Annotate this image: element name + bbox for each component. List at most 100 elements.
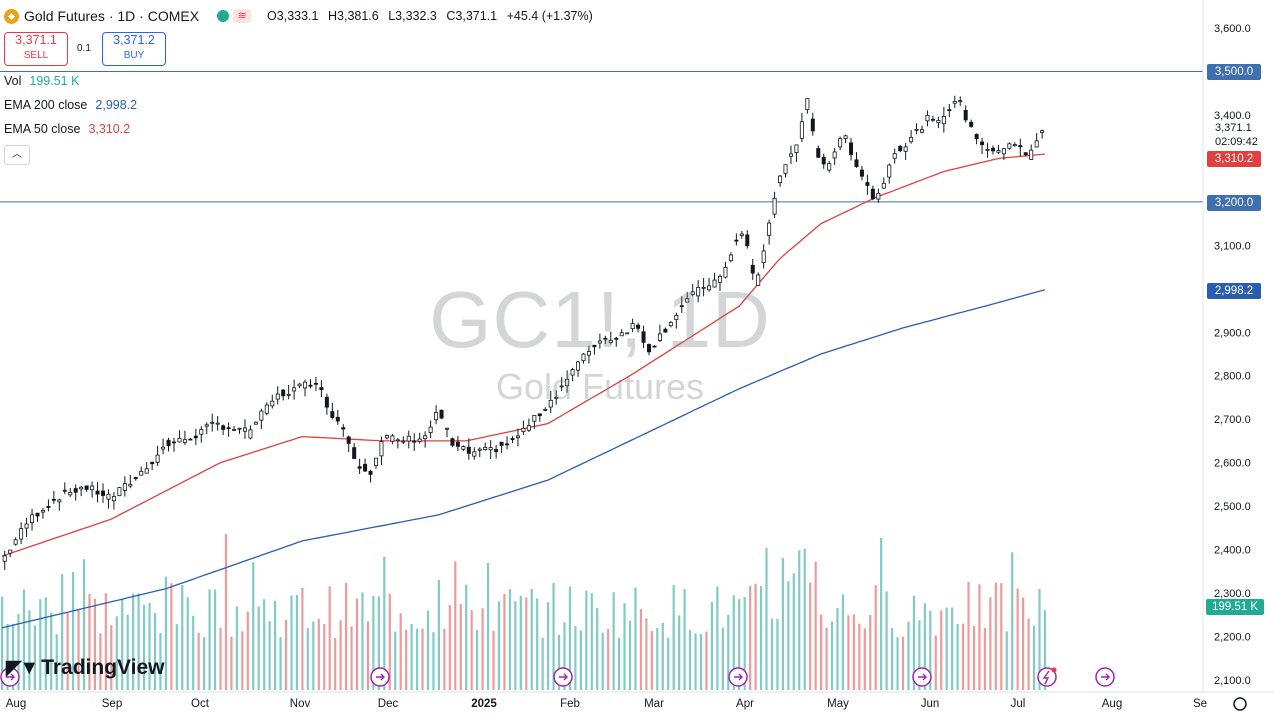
volume-bar (44, 597, 47, 690)
candle-body (313, 382, 318, 385)
price-tick-label: 2,600.0 (1214, 458, 1251, 470)
tradingview-logo[interactable]: ◤▼ TradingView (6, 655, 165, 680)
candle-body (117, 487, 122, 497)
volume-bar (579, 630, 582, 690)
volume-bar (328, 586, 331, 690)
volume-bar (208, 589, 211, 690)
candle-body (488, 447, 493, 451)
volume-bar (863, 628, 866, 690)
candle-body (259, 410, 264, 421)
legend-volume[interactable]: Vol 199.51 K (4, 74, 79, 88)
buy-button[interactable]: 3,371.2 BUY (102, 32, 166, 66)
volume-bar (792, 573, 795, 690)
candle-body (576, 361, 581, 371)
candle-body (717, 276, 722, 283)
candle-body (685, 298, 690, 303)
candle-body (455, 441, 460, 447)
volume-bar (956, 624, 959, 690)
sell-button[interactable]: 3,371.1 SELL (4, 32, 68, 66)
candle-body (242, 427, 247, 432)
legend-ema200[interactable]: EMA 200 close 2,998.2 (4, 98, 137, 112)
candle-body (308, 384, 313, 387)
candle-body (608, 340, 613, 343)
volume-bar (541, 637, 544, 690)
last-price-label: 3,371.1 (1215, 122, 1252, 134)
earnings-flash-icon[interactable] (1037, 667, 1057, 687)
price-tick-label: 2,900.0 (1214, 327, 1251, 339)
time-tick-label: Aug (6, 698, 26, 710)
lightning-icon (1042, 670, 1050, 685)
volume-bar (295, 594, 299, 690)
volume-bar (656, 627, 659, 690)
collapse-legend-button[interactable]: ︿ (4, 145, 30, 165)
legend-ema50[interactable]: EMA 50 close 3,310.2 (4, 122, 130, 136)
candle-body (521, 427, 526, 433)
volume-bar (405, 629, 408, 690)
menu-icon[interactable]: ≋ (233, 9, 252, 23)
candle-body (958, 100, 963, 102)
volume-bar (230, 636, 233, 690)
tag-ema200[interactable]: 2,998.2 (1207, 283, 1261, 299)
time-tick-label: Oct (191, 698, 210, 710)
volume-bar (787, 581, 790, 690)
volume-bar (432, 632, 435, 690)
candle-body (461, 446, 466, 450)
volume-bar (39, 599, 42, 690)
candle-body (40, 509, 45, 513)
volume-bar (6, 623, 9, 690)
candle-body (838, 138, 843, 148)
candle-body (281, 389, 286, 397)
candle-body (515, 435, 520, 438)
volume-bar (344, 582, 348, 690)
price-axis[interactable]: 2,100.0 2,200.0 2,300.0 2,400.0 2,500.0 2,600… (1202, 0, 1251, 692)
time-tick-label: Jun (921, 698, 940, 710)
candle-body (215, 422, 220, 425)
candles[interactable] (2, 95, 1045, 570)
candle-body (805, 98, 810, 111)
volume-bar (88, 593, 91, 690)
volume-bar (137, 593, 140, 690)
time-tick-label: Apr (736, 698, 754, 710)
candle-body (827, 163, 832, 171)
symbol-header[interactable]: ◆ Gold Futures · 1D · COMEX ≋ O3,333.1 H… (4, 6, 599, 26)
volume-bar (252, 562, 255, 690)
volume-bar (547, 602, 550, 690)
event-markers[interactable] (0, 667, 1115, 687)
tag-volume[interactable]: 199.51 K (1206, 599, 1264, 615)
candle-body (592, 344, 597, 348)
volume-bar (880, 537, 883, 690)
spread-value: 0.1 (77, 43, 91, 54)
candle-body (821, 156, 826, 165)
volume-bar (678, 615, 681, 690)
arrow-right-icon (376, 673, 385, 681)
time-axis[interactable]: Aug Sep Oct Nov Dec 2025 Feb Mar Apr May Jun Jul Aug… (0, 691, 1274, 711)
volume-bar (552, 582, 555, 690)
volume-bar (284, 619, 288, 690)
volume-bar (770, 618, 774, 690)
symbol-title[interactable]: Gold Futures · 1D · COMEX (24, 8, 200, 24)
low-value: 3,332.3 (395, 9, 437, 23)
volume-bar (334, 637, 337, 690)
volume-bar (1005, 631, 1008, 690)
notification-dot (1051, 667, 1057, 673)
candle-body (8, 549, 13, 554)
candle-body (941, 116, 946, 125)
volume-bar (28, 610, 31, 690)
volume-bar (22, 589, 26, 690)
volume-bar (213, 589, 217, 690)
gear-icon[interactable] (1233, 697, 1247, 711)
candle-body (668, 322, 673, 327)
volume-bar (841, 594, 845, 690)
volume-bar (421, 628, 424, 690)
level-lines[interactable] (0, 70, 1203, 203)
tag-ema50[interactable]: 3,310.2 (1207, 151, 1261, 167)
ema200-value: 2,998.2 (95, 98, 138, 112)
tag-level-low[interactable]: 3,200.0 (1207, 195, 1261, 211)
candle-body (603, 337, 608, 340)
volume-bar (323, 624, 326, 690)
candle-body (144, 468, 149, 474)
open-value: 3,333.1 (276, 9, 319, 23)
price-tick-label: 2,300.0 (1214, 588, 1251, 600)
tag-level-high[interactable]: 3,500.0 (1207, 64, 1261, 80)
